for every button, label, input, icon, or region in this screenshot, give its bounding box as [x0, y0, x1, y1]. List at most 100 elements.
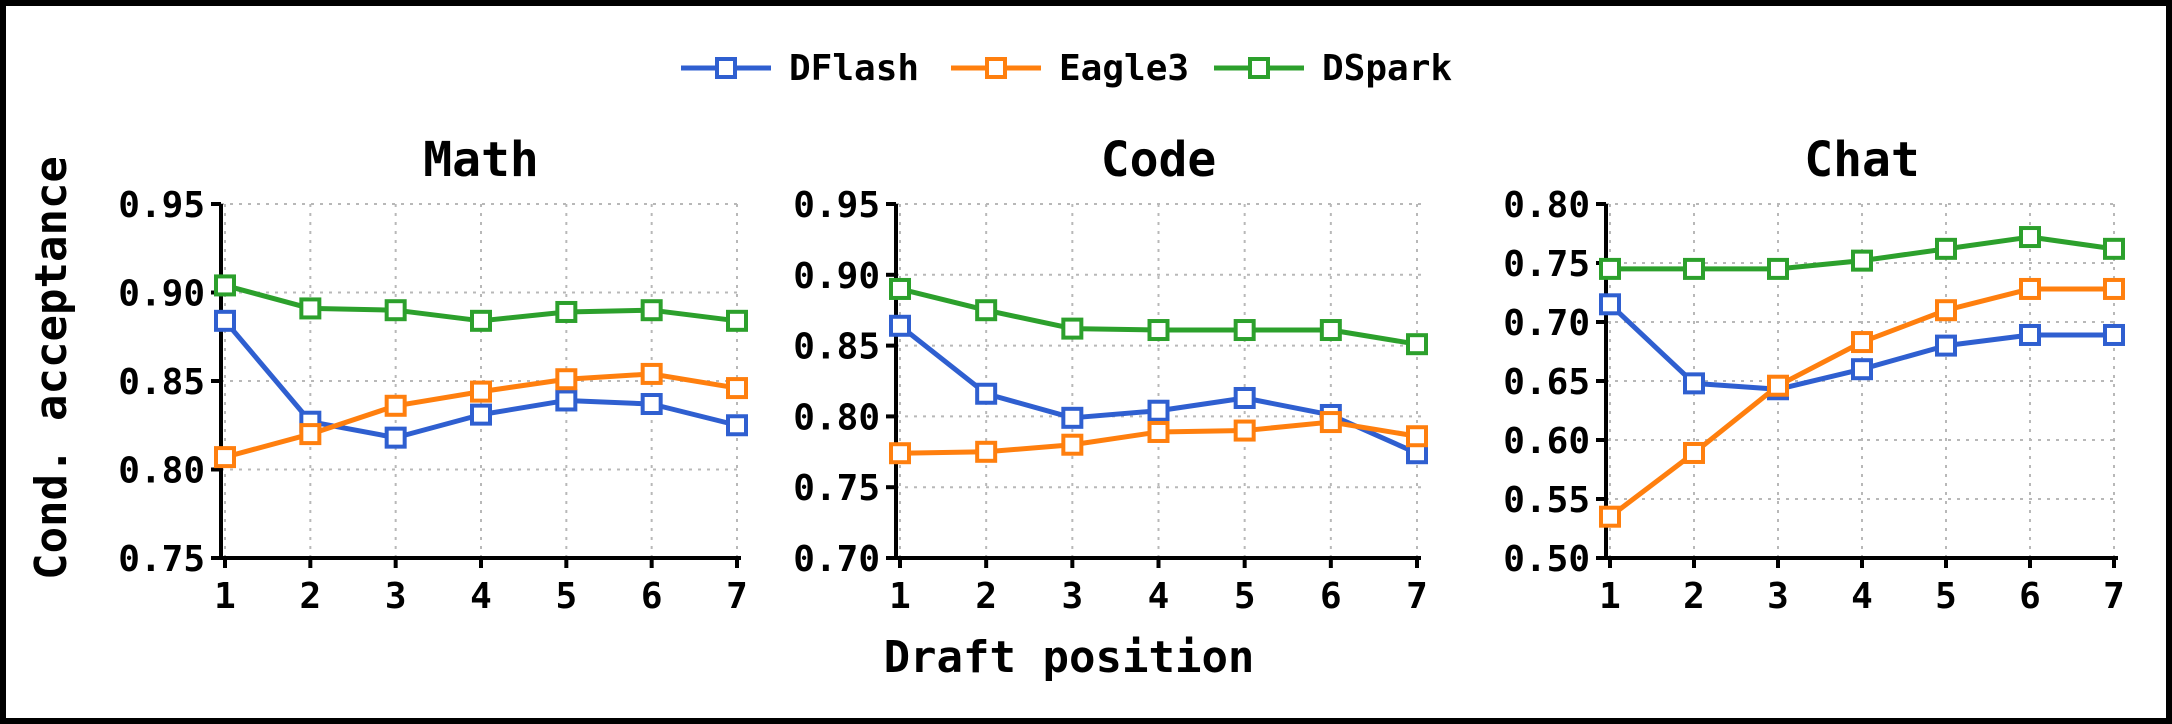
y-tick-label: 0.95 — [793, 185, 880, 226]
series-dflash — [214, 309, 748, 449]
data-point — [726, 309, 748, 332]
data-point — [384, 299, 407, 322]
y-tick-label: 0.80 — [793, 397, 880, 438]
y-tick-label: 0.75 — [793, 468, 880, 509]
data-point — [975, 299, 998, 322]
data-point — [889, 277, 911, 300]
y-tick-label: 0.80 — [1503, 185, 1590, 226]
panel-math: Math 0.75 0.80 0.85 0.90 0.95 1 2 3 4 5 6 7 — [118, 132, 748, 617]
gridlines — [896, 203, 1421, 559]
data-point — [1767, 374, 1789, 397]
data-point — [555, 368, 578, 391]
data-point — [1767, 257, 1789, 280]
legend-marker — [985, 57, 1007, 79]
x-tick-label: 3 — [1767, 576, 1789, 617]
x-tick-label: 2 — [1683, 576, 1705, 617]
y-tick-label: 0.50 — [1503, 539, 1590, 580]
data-point — [1683, 257, 1705, 280]
y-tick-label: 0.95 — [118, 185, 205, 226]
y-tick-label: 0.55 — [1503, 480, 1590, 521]
series-dspark — [214, 274, 748, 332]
data-point — [555, 389, 578, 412]
data-point — [1599, 293, 1621, 316]
data-point — [2103, 237, 2125, 260]
data-point — [1851, 358, 1873, 381]
legend-label: DSpark — [1322, 48, 1452, 89]
data-point — [889, 442, 911, 465]
x-axis-title: Draft position — [884, 632, 1255, 683]
data-point — [889, 314, 911, 337]
x-tick-label: 5 — [1234, 576, 1256, 617]
data-point — [1851, 331, 1873, 354]
x-tick-label: 5 — [1935, 576, 1957, 617]
y-tick-label: 0.85 — [118, 362, 205, 403]
x-tick-label: 7 — [2103, 576, 2125, 617]
legend-marker — [1248, 57, 1270, 79]
y-tick-label: 0.75 — [118, 539, 205, 580]
x-tick-label: 3 — [385, 576, 407, 617]
series-eagle3 — [889, 411, 1428, 465]
x-tick-label: 3 — [1061, 576, 1083, 617]
data-point — [1061, 433, 1084, 456]
legend-entry-dflash: DFlash — [681, 48, 919, 89]
data-point — [1147, 319, 1170, 342]
x-tick-label: 2 — [299, 576, 321, 617]
data-point — [214, 274, 236, 297]
data-point — [2019, 323, 2041, 346]
data-point — [2103, 277, 2125, 300]
legend-marker — [715, 57, 737, 79]
data-point — [214, 446, 236, 469]
x-tick-label: 7 — [1406, 576, 1428, 617]
data-point — [1061, 317, 1084, 340]
data-point — [1233, 386, 1256, 409]
x-tick-label: 6 — [2019, 576, 2041, 617]
y-tick-label: 0.75 — [1503, 244, 1590, 285]
legend-label: DFlash — [789, 48, 919, 89]
data-point — [2019, 277, 2041, 300]
chart-svg: DFlash Eagle3 DSpark Cond. acceptance Draf… — [26, 48, 2125, 683]
data-point — [2103, 323, 2125, 346]
x-tick-label: 1 — [889, 576, 911, 617]
y-tick-label: 0.60 — [1503, 421, 1590, 462]
x-tick-label: 1 — [1599, 576, 1621, 617]
x-tick-label: 6 — [1320, 576, 1342, 617]
x-tick-label: 1 — [214, 576, 236, 617]
data-point — [470, 403, 492, 426]
data-point — [975, 382, 998, 405]
legend: DFlash Eagle3 DSpark — [681, 48, 1452, 89]
y-tick-label: 0.70 — [793, 539, 880, 580]
data-point — [726, 414, 748, 437]
data-point — [1599, 505, 1621, 528]
panel-code: Code 0.70 0.75 0.80 0.85 0.90 0.95 1 2 3 4 5 6 7 — [793, 132, 1428, 617]
y-tick-label: 0.90 — [118, 274, 205, 315]
data-point — [384, 426, 407, 449]
data-point — [1683, 441, 1705, 464]
panel-chat: Chat 0.50 0.55 0.60 0.65 0.70 0.75 0.80 1 2 3 4 5 6 7 — [1503, 132, 2125, 617]
data-point — [555, 300, 578, 323]
series-eagle3 — [214, 362, 748, 469]
x-tick-label: 7 — [726, 576, 748, 617]
y-axis-title: Cond. acceptance — [26, 156, 77, 580]
data-point — [384, 394, 407, 417]
data-point — [640, 362, 663, 385]
data-point — [1147, 420, 1170, 443]
data-point — [470, 309, 492, 332]
x-tick-label: 4 — [470, 576, 492, 617]
y-tick-label: 0.70 — [1503, 303, 1590, 344]
x-tick-label: 5 — [555, 576, 577, 617]
y-tick-label: 0.80 — [118, 451, 205, 492]
data-point — [1406, 425, 1428, 448]
data-point — [1599, 257, 1621, 280]
data-point — [1935, 334, 1957, 357]
series-dspark — [889, 277, 1428, 356]
data-point — [470, 380, 492, 403]
data-point — [640, 393, 663, 416]
y-tick-label: 0.85 — [793, 327, 880, 368]
data-point — [1233, 319, 1256, 342]
x-tick-label: 6 — [641, 576, 663, 617]
data-point — [1061, 406, 1084, 429]
data-point — [2019, 226, 2041, 249]
data-point — [1935, 237, 1957, 260]
panel-title: Math — [423, 132, 539, 188]
legend-entry-eagle3: Eagle3 — [951, 48, 1189, 89]
